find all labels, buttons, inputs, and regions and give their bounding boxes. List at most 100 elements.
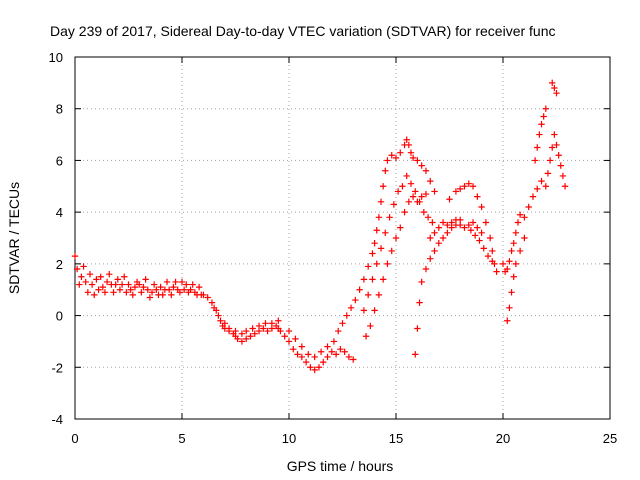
data-point xyxy=(112,281,119,288)
data-point xyxy=(215,312,222,319)
data-point xyxy=(418,162,425,169)
data-point xyxy=(384,157,391,164)
data-point xyxy=(356,286,363,293)
data-point xyxy=(93,276,100,283)
data-point xyxy=(409,193,417,200)
data-point xyxy=(373,260,380,268)
data-point xyxy=(159,291,166,299)
data-point xyxy=(422,265,430,273)
data-point xyxy=(457,185,464,193)
data-point xyxy=(285,338,293,345)
data-point xyxy=(510,239,517,247)
data-point xyxy=(474,193,481,200)
data-point xyxy=(461,224,468,231)
data-point xyxy=(478,229,485,237)
data-point xyxy=(422,190,430,198)
data-point xyxy=(431,188,438,195)
data-point xyxy=(315,364,323,371)
data-point xyxy=(379,183,387,190)
x-axis-label: GPS time / hours xyxy=(287,458,394,474)
data-point xyxy=(435,239,442,247)
x-tick-label: 25 xyxy=(603,431,617,446)
data-point xyxy=(521,214,528,221)
data-point xyxy=(332,351,340,358)
data-point xyxy=(471,232,479,239)
data-point xyxy=(427,255,434,262)
x-tick-label: 0 xyxy=(71,431,78,446)
data-point xyxy=(508,247,515,255)
data-point xyxy=(480,245,487,252)
data-point xyxy=(394,188,402,195)
data-point xyxy=(281,333,288,340)
data-point xyxy=(521,234,528,242)
data-point xyxy=(176,289,184,296)
data-point xyxy=(444,221,451,229)
data-point xyxy=(392,154,400,162)
data-point xyxy=(420,208,428,216)
data-point xyxy=(551,84,558,92)
data-point xyxy=(401,208,408,216)
y-tick-label: 10 xyxy=(49,50,63,65)
data-point xyxy=(478,203,485,211)
data-point xyxy=(544,170,552,177)
data-point xyxy=(418,193,425,200)
plot-frame xyxy=(74,56,611,420)
data-point xyxy=(482,219,490,226)
y-tick-label: -4 xyxy=(51,412,63,427)
data-point xyxy=(86,271,94,278)
data-point xyxy=(377,198,385,205)
data-point xyxy=(414,157,421,164)
data-point xyxy=(170,283,177,291)
data-point xyxy=(339,320,346,327)
data-point xyxy=(414,198,421,205)
data-point xyxy=(200,291,207,299)
data-point xyxy=(510,273,517,280)
data-point xyxy=(148,289,156,296)
data-point xyxy=(484,252,492,260)
data-point xyxy=(549,79,556,87)
y-tick-label: 2 xyxy=(56,257,63,272)
data-point xyxy=(384,260,391,268)
data-point xyxy=(386,214,393,221)
data-point xyxy=(525,203,532,211)
y-tick-label: -2 xyxy=(51,360,63,375)
data-point xyxy=(243,327,250,335)
data-point xyxy=(204,294,211,301)
data-point xyxy=(431,229,438,237)
data-point xyxy=(302,358,310,366)
data-point xyxy=(474,224,481,231)
data-point xyxy=(136,281,143,288)
data-point xyxy=(341,348,348,355)
data-point xyxy=(277,327,284,335)
data-point xyxy=(446,196,453,203)
data-point xyxy=(403,172,410,180)
y-tick-label: 0 xyxy=(56,309,63,324)
data-point xyxy=(324,353,331,361)
data-point xyxy=(397,224,404,231)
data-point xyxy=(369,250,376,257)
data-point xyxy=(144,286,151,293)
data-point xyxy=(82,278,89,286)
data-point xyxy=(506,258,513,265)
data-point xyxy=(369,276,376,283)
data-point xyxy=(362,333,370,340)
data-point xyxy=(80,263,87,270)
data-point xyxy=(508,289,515,296)
data-point xyxy=(101,289,109,296)
data-point xyxy=(504,317,511,324)
data-point xyxy=(294,351,301,358)
data-point xyxy=(140,283,147,291)
data-point xyxy=(290,345,297,353)
data-point xyxy=(180,286,188,293)
data-point xyxy=(412,188,419,195)
data-point xyxy=(123,289,130,296)
data-point xyxy=(504,265,511,273)
data-point xyxy=(320,358,327,366)
data-point xyxy=(225,325,233,332)
data-point xyxy=(514,219,522,226)
data-point xyxy=(388,247,395,255)
data-point xyxy=(262,320,269,327)
data-point xyxy=(243,335,250,343)
data-point xyxy=(189,281,196,288)
